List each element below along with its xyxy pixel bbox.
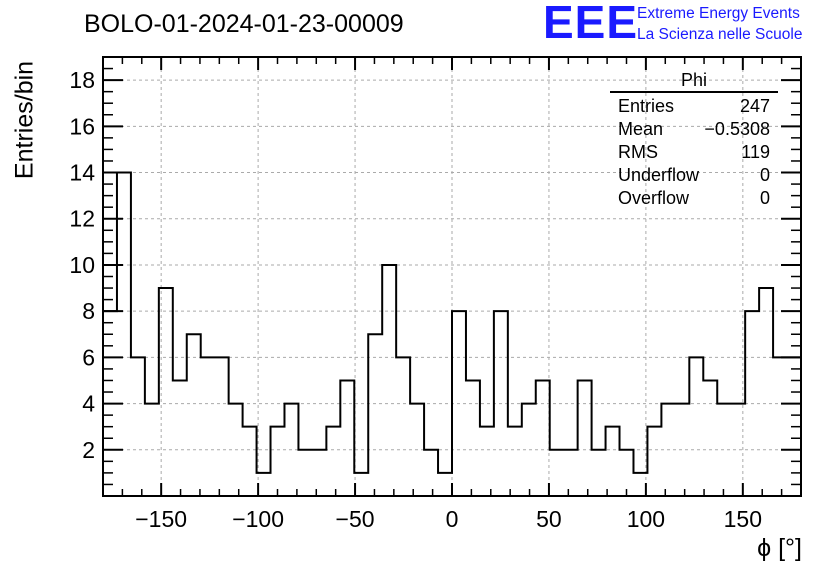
stats-label: Overflow <box>618 188 690 208</box>
x-tick-label: 100 <box>627 506 665 532</box>
histogram-bin <box>689 357 703 496</box>
histogram-bin <box>717 404 731 496</box>
histogram-bin <box>131 357 145 496</box>
histogram-bin <box>661 404 675 496</box>
histogram-bin <box>271 427 285 496</box>
stats-value: 119 <box>741 142 770 162</box>
histogram-bin <box>675 404 689 496</box>
histogram-bin <box>326 427 340 496</box>
y-tick-label: 2 <box>82 437 95 463</box>
x-tick-label: 0 <box>446 506 459 532</box>
histogram-bin <box>396 357 410 496</box>
stats-row-mean: Mean −0.5308 <box>610 118 778 141</box>
y-tick-label: 8 <box>82 298 95 324</box>
y-axis-label: Entries/bin <box>10 60 39 180</box>
histogram-bin <box>731 404 745 496</box>
histogram-bin <box>522 404 536 496</box>
histogram-bin <box>620 450 634 496</box>
histogram-bin <box>787 357 801 496</box>
y-tick-label: 16 <box>69 113 95 139</box>
y-tick-label: 12 <box>69 206 95 232</box>
y-tick-label: 18 <box>69 67 95 93</box>
histogram-bin <box>117 173 131 496</box>
x-tick-label: −100 <box>232 506 284 532</box>
histogram-bin <box>480 427 494 496</box>
histogram-bin <box>201 357 215 496</box>
histogram-bin <box>647 427 661 496</box>
stats-row-underflow: Underflow 0 <box>610 164 778 187</box>
histogram-bin <box>243 427 257 496</box>
stats-row-rms: RMS 119 <box>610 141 778 164</box>
histogram-bin <box>424 450 438 496</box>
plot-frame <box>102 56 802 497</box>
x-tick-label: −150 <box>135 506 187 532</box>
logo-line-1: Extreme Energy Events <box>637 5 800 22</box>
histogram-bin <box>187 334 201 496</box>
histogram-bin <box>229 404 243 496</box>
histogram-bin <box>340 380 354 496</box>
stats-title: Phi <box>680 70 707 90</box>
histogram-bin <box>550 450 564 496</box>
stats-label: RMS <box>618 142 658 162</box>
stats-value: −0.5308 <box>704 119 770 139</box>
histogram-bin <box>173 380 187 496</box>
tick-labels: −150 −100 −50 0 50 100 150 2 4 6 8 10 12 14 16 18 <box>69 67 762 532</box>
histogram-bin <box>284 404 298 496</box>
stats-box: Phi Entries 247 Mean −0.5308 RMS 119 Und… <box>610 70 778 210</box>
histogram-bin <box>312 450 326 496</box>
histogram-bin <box>703 380 717 496</box>
histogram-bin <box>578 380 592 496</box>
histogram-bin <box>494 311 508 496</box>
x-tick-label: −50 <box>336 506 375 532</box>
histogram-bin <box>103 311 117 496</box>
histogram-bin <box>298 450 312 496</box>
histogram-bin <box>564 450 578 496</box>
stats-row-overflow: Overflow 0 <box>610 187 778 210</box>
stats-row-entries: Entries 247 <box>610 95 778 118</box>
histogram-bin <box>145 404 159 496</box>
histogram-bin <box>257 473 271 496</box>
logo-mark: EEE <box>543 0 639 48</box>
histogram-bin <box>466 380 480 496</box>
y-axis-label-wrap: Entries/bin <box>8 58 42 182</box>
stats-label: Entries <box>618 96 675 116</box>
stats-label: Mean <box>618 119 664 139</box>
stats-value: 247 <box>739 96 770 116</box>
histogram-bin <box>354 473 368 496</box>
x-tick-label: 50 <box>536 506 562 532</box>
x-axis-label: ϕ [°] <box>757 534 802 562</box>
y-tick-label: 14 <box>69 160 95 186</box>
histogram-bin <box>368 334 382 496</box>
logo-line-2: La Scienza nelle Scuole <box>637 26 803 43</box>
histogram-bin <box>592 450 606 496</box>
histogram-bin <box>633 473 647 496</box>
histogram-bin <box>773 357 787 496</box>
x-tick-label: 150 <box>724 506 762 532</box>
histogram-bin <box>536 380 550 496</box>
histogram-bin <box>410 404 424 496</box>
histogram-bin <box>382 265 396 496</box>
histogram-bin <box>759 288 773 496</box>
histogram-bin <box>215 357 229 496</box>
histogram-bin <box>606 427 620 496</box>
stats-divider <box>610 91 778 93</box>
stats-value: 0 <box>759 165 770 185</box>
y-tick-label: 10 <box>69 252 95 278</box>
histogram-bin <box>159 288 173 496</box>
chart-title: BOLO-01-2024-01-23-00009 <box>84 10 404 38</box>
histogram-outline <box>103 171 801 474</box>
histogram-bin <box>745 311 759 496</box>
stats-label: Underflow <box>618 165 700 185</box>
y-tick-label: 4 <box>82 391 95 417</box>
histogram-bin <box>452 311 466 496</box>
y-tick-label: 6 <box>82 344 95 370</box>
stats-value: 0 <box>759 188 770 208</box>
histogram-bin <box>438 473 452 496</box>
histogram-bin <box>508 427 522 496</box>
